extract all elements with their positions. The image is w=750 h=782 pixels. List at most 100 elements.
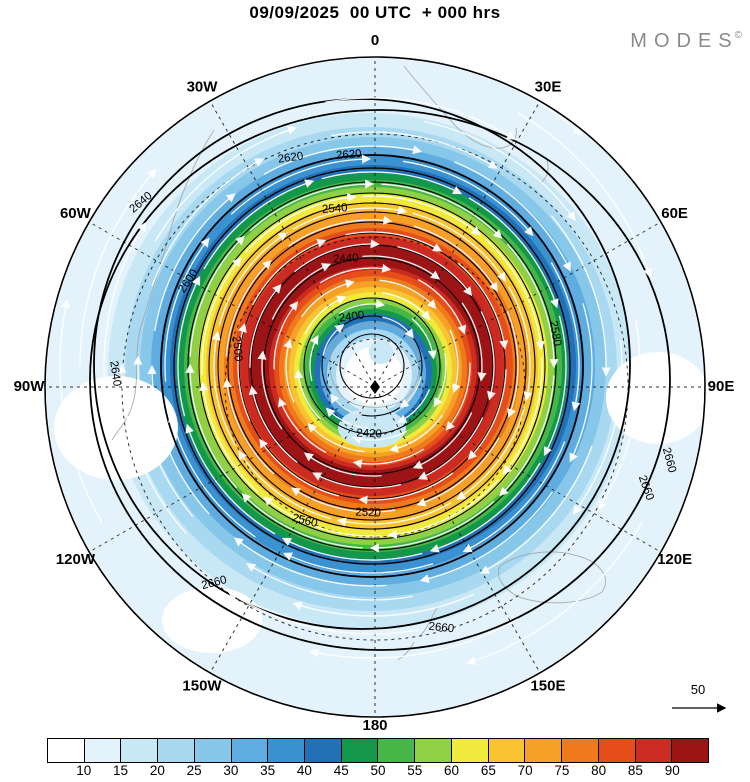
colorbar-tick-label: 55 <box>407 763 423 778</box>
streamline-arrow <box>259 438 340 497</box>
streamline-arrow <box>177 275 201 417</box>
colorbar-tick-labels: 10 15 20 25 30 35 40 45 50 55 60 65 70 75 80 85 90 <box>47 763 709 781</box>
streamline-arrow <box>456 406 526 500</box>
streamline-arrow <box>330 393 362 416</box>
streamline-arrow <box>103 222 146 413</box>
streamline-arrow <box>201 257 242 375</box>
colorbar-cell <box>341 739 379 762</box>
colorbar-tick-label: 75 <box>554 763 570 778</box>
streamline-arrow <box>246 563 413 601</box>
streamline-arrow <box>397 246 473 297</box>
longitude-label: 60W <box>60 205 92 222</box>
streamline-arrow <box>457 262 509 350</box>
colorbar-tick-label: 35 <box>260 763 276 778</box>
polar-map: 2620 262026402640260025002580254024402400… <box>14 32 735 734</box>
streamline-arrow <box>454 161 571 272</box>
shading-ring <box>345 347 403 405</box>
contour-label: 2400 <box>338 309 365 324</box>
meridian-line <box>210 102 372 381</box>
coastline <box>329 323 420 408</box>
streamline-arrow <box>303 452 382 477</box>
longitude-label: 150W <box>182 678 222 695</box>
streamline-arrow <box>263 145 423 175</box>
streamline-arrow <box>199 381 259 493</box>
streamline-arrow <box>506 311 519 419</box>
streamline-arrow <box>419 491 554 584</box>
streamline-arrow <box>133 355 194 517</box>
streamline-arrow <box>225 259 272 357</box>
streamline-arrow <box>543 315 567 457</box>
meridian-line <box>378 393 540 672</box>
contour-label: 2660 <box>428 621 455 636</box>
height-contour <box>173 167 571 565</box>
streamline-arrow <box>151 158 265 287</box>
shading-patch <box>606 352 704 444</box>
streamline-arrow <box>358 472 454 505</box>
streamline-arrow <box>598 319 641 510</box>
streamline-arrow <box>312 472 402 489</box>
streamline-arrow <box>248 385 298 464</box>
streamline-arrow <box>517 112 652 278</box>
height-contour <box>208 202 536 530</box>
height-contour <box>339 333 405 399</box>
colorbar-cell <box>194 739 232 762</box>
colorbar-cell <box>268 739 306 762</box>
streamline-arrow <box>508 286 533 402</box>
streamline-arrow <box>321 171 463 195</box>
streamline-arrow <box>322 324 345 356</box>
streamline-arrow <box>467 369 507 460</box>
colorbar-cell <box>525 739 563 762</box>
meridian-line <box>90 222 369 384</box>
streamline-arrow <box>402 160 534 237</box>
streamline-arrow <box>351 430 408 444</box>
streamline-arrow <box>249 179 375 232</box>
contour-label: 2540 <box>322 202 348 216</box>
colorbar-tick-label: 10 <box>76 763 92 778</box>
height-contour <box>160 154 584 578</box>
coastline <box>111 129 215 441</box>
streamline-arrow <box>413 225 498 292</box>
streamline-arrow <box>283 338 295 403</box>
contour-label: 2620 <box>277 150 304 165</box>
streamline-arrow <box>185 363 238 489</box>
streamline-arrow <box>369 500 495 553</box>
streamline-arrow <box>412 212 506 282</box>
contour-label: 2440 <box>333 252 359 265</box>
reference-arrow-label: 50 <box>691 682 705 697</box>
streamline-arrow <box>382 316 414 339</box>
longitude-label: 60E <box>661 205 688 222</box>
streamline-arrow <box>222 378 275 475</box>
height-contour <box>93 98 631 630</box>
colorbar-cell <box>488 739 526 762</box>
longitude-label: 90W <box>14 378 46 395</box>
meridian-line <box>210 393 372 672</box>
longitude-label: 150E <box>530 678 565 695</box>
colorbar-tick-label: 30 <box>223 763 239 778</box>
streamline-arrow <box>319 263 392 284</box>
streamline-arrow <box>363 195 481 236</box>
colorbar-tick-label: 40 <box>296 763 312 778</box>
streamline-arrow <box>230 154 372 215</box>
reference-arrow: 50 <box>672 682 727 713</box>
streamline-arrow <box>79 168 157 367</box>
meridian-line <box>90 390 369 552</box>
contour-label: 2620 <box>336 148 362 162</box>
colorbar-cell <box>562 739 599 762</box>
streamline-arrow <box>277 397 327 454</box>
streamline-arrow <box>281 537 423 561</box>
streamline-arrow <box>449 329 461 394</box>
streamline-arrow <box>345 231 443 252</box>
streamline-arrow <box>147 364 210 515</box>
streamline-arrow <box>288 215 393 247</box>
colorbar-cell <box>48 739 85 762</box>
streamline-arrow <box>273 301 299 370</box>
streamline-arrow <box>550 215 611 377</box>
shading-patch <box>54 376 178 480</box>
longitude-label: 90E <box>708 378 735 395</box>
streamline-arrow <box>417 278 467 335</box>
streamline-arrow <box>241 493 363 549</box>
colorbar-cell <box>415 739 452 762</box>
colorbar-tick-label: 80 <box>591 763 607 778</box>
coastline <box>397 605 439 661</box>
